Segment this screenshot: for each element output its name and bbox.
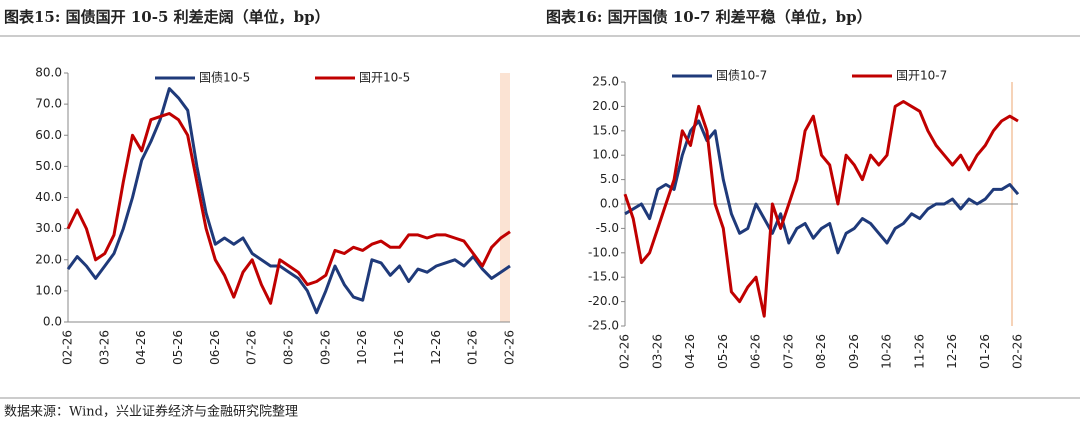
x-tick-label: 05-26 (171, 330, 185, 365)
x-tick-label: 12-26 (945, 334, 959, 369)
x-tick-label: 10-26 (355, 330, 369, 365)
x-tick-label: 11-26 (912, 334, 926, 369)
y-tick-label: -5.0 (596, 221, 619, 235)
y-tick-label: 10.0 (592, 148, 619, 162)
x-tick-label: 02-26 (1011, 334, 1025, 369)
legend-label: 国债10-5 (199, 71, 250, 85)
source-note: 数据来源：Wind，兴业证券经济与金融研究院整理 (4, 404, 298, 420)
x-tick-label: 08-26 (814, 334, 828, 369)
y-tick-label: 20.0 (592, 99, 619, 113)
series-line (624, 119, 1020, 255)
x-tick-label: 08-26 (282, 330, 296, 365)
x-tick-label: 01-26 (466, 330, 480, 365)
legend-label: 国开10-7 (896, 69, 947, 83)
y-tick-label: 15.0 (592, 123, 619, 137)
y-tick-label: -20.0 (588, 294, 619, 308)
x-tick-label: 07-26 (245, 330, 259, 365)
chart-title: 图表15: 国债国开 10-5 利差走阔（单位，bp） (4, 8, 330, 26)
y-tick-label: 0.0 (600, 197, 619, 211)
x-tick-label: 11-26 (392, 330, 406, 365)
y-tick-label: 60.0 (35, 128, 62, 142)
x-tick-label: 04-26 (134, 330, 148, 365)
x-tick-label: 06-26 (208, 330, 222, 365)
y-tick-label: 40.0 (35, 190, 62, 204)
y-tick-label: -25.0 (588, 319, 619, 333)
series-line (66, 112, 511, 305)
legend-label: 国开10-5 (359, 71, 410, 85)
y-tick-label: 0.0 (43, 315, 62, 329)
y-tick-label: 70.0 (35, 97, 62, 111)
x-tick-label: 12-26 (429, 330, 443, 365)
y-tick-label: 50.0 (35, 159, 62, 173)
y-tick-label: 30.0 (35, 221, 62, 235)
x-tick-label: 10-26 (880, 334, 894, 369)
x-tick-label: 01-26 (978, 334, 992, 369)
x-tick-label: 05-26 (716, 334, 730, 369)
y-tick-label: 10.0 (35, 283, 62, 297)
x-tick-label: 07-26 (781, 334, 795, 369)
x-tick-label: 02-26 (61, 330, 75, 365)
y-tick-label: 20.0 (35, 252, 62, 266)
y-tick-label: 25.0 (592, 75, 619, 89)
x-tick-label: 06-26 (749, 334, 763, 369)
y-tick-label: 5.0 (600, 172, 619, 186)
y-tick-label: -10.0 (588, 245, 619, 259)
x-tick-label: 02-26 (503, 330, 517, 365)
x-tick-label: 09-26 (318, 330, 332, 365)
highlight-band (500, 73, 510, 322)
series-line (66, 87, 511, 315)
series-line (623, 100, 1019, 318)
x-tick-label: 04-26 (683, 334, 697, 369)
chart-title: 图表16: 国开国债 10-7 利差平稳（单位，bp） (546, 8, 872, 26)
x-tick-label: 03-26 (97, 330, 111, 365)
legend-label: 国债10-7 (716, 69, 767, 83)
y-tick-label: -15.0 (588, 270, 619, 284)
x-tick-label: 09-26 (847, 334, 861, 369)
x-tick-label: 03-26 (650, 334, 664, 369)
x-tick-label: 02-26 (618, 334, 632, 369)
y-tick-label: 80.0 (35, 66, 62, 80)
